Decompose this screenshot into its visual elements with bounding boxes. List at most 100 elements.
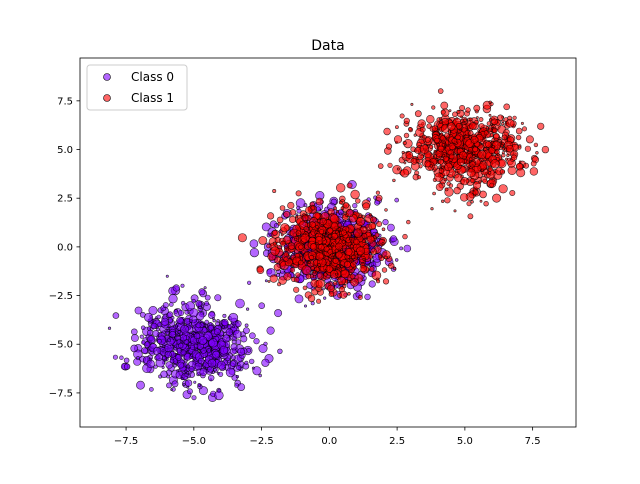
point-class-1 [294,237,298,242]
point-class-1 [337,276,346,286]
point-class-0 [180,349,187,356]
point-class-0 [364,293,371,301]
legend-marker-class-1 [103,94,111,102]
point-class-1 [319,218,327,226]
point-class-1 [477,150,487,160]
point-class-0 [156,338,162,344]
point-class-0 [258,373,262,378]
point-class-1 [470,177,476,184]
point-class-1 [332,253,336,257]
point-class-1 [316,272,324,280]
point-class-0 [233,329,242,339]
point-class-1 [393,135,403,144]
point-class-0 [212,350,221,359]
point-class-1 [501,147,505,151]
point-class-1 [417,119,426,128]
point-class-0 [234,320,242,328]
point-class-1 [336,264,340,268]
point-class-1 [362,202,371,211]
point-class-1 [327,249,334,255]
y-tick-label: 0.0 [57,242,73,253]
point-class-1 [317,263,321,267]
point-class-0 [229,360,237,367]
point-class-1 [256,266,265,275]
point-class-1 [521,126,527,132]
point-class-0 [206,348,212,353]
point-class-1 [429,164,433,168]
point-class-0 [249,248,259,258]
point-class-0 [247,280,252,285]
point-class-0 [394,197,400,203]
point-class-0 [222,313,227,318]
point-class-1 [362,257,366,261]
point-class-1 [295,230,302,236]
point-class-0 [261,222,271,232]
point-class-0 [182,383,186,387]
point-class-0 [180,283,185,288]
point-class-0 [389,235,397,243]
point-class-1 [303,226,310,232]
point-class-1 [283,210,291,218]
x-tick-label: 0.0 [321,436,337,447]
point-class-0 [152,330,160,337]
point-class-1 [442,155,449,162]
point-class-1 [342,202,350,209]
point-class-0 [277,348,283,354]
point-class-1 [431,105,436,110]
point-class-0 [130,344,138,353]
point-class-1 [483,201,489,207]
point-class-0 [187,388,193,395]
point-class-1 [295,190,302,197]
point-class-0 [242,327,250,334]
point-class-0 [197,383,201,387]
point-class-0 [352,203,358,209]
point-class-0 [147,329,154,336]
point-class-1 [482,178,488,184]
point-class-1 [437,145,445,153]
point-class-0 [266,326,275,335]
point-class-1 [334,272,338,276]
point-class-1 [271,229,278,236]
point-class-1 [375,194,383,202]
point-class-1 [516,168,526,178]
point-class-0 [208,311,216,319]
point-class-0 [162,302,169,309]
point-class-0 [170,388,173,391]
point-class-1 [307,294,316,303]
point-class-0 [185,379,193,387]
point-class-1 [331,232,338,240]
point-class-0 [175,353,183,361]
point-class-0 [253,338,260,345]
point-class-1 [237,233,247,243]
point-class-1 [350,189,360,200]
point-class-1 [283,251,289,257]
y-tick-label: 2.5 [57,194,73,205]
point-class-1 [484,141,492,148]
point-class-1 [472,151,476,155]
point-class-1 [332,281,338,286]
point-class-1 [353,228,363,238]
point-class-1 [435,183,444,191]
plot-frame [79,57,577,428]
point-class-0 [141,340,146,345]
point-class-1 [350,277,359,287]
point-class-0 [208,374,215,382]
point-class-0 [123,363,131,370]
point-class-1 [289,267,296,273]
point-class-1 [315,197,324,206]
point-class-0 [147,326,152,331]
point-class-1 [307,261,311,264]
point-class-1 [333,206,338,211]
point-class-1 [460,193,469,202]
point-class-0 [131,328,138,336]
point-class-1 [400,168,410,178]
point-class-1 [498,184,508,194]
point-class-0 [156,314,161,320]
point-class-1 [340,265,344,269]
point-class-1 [424,136,431,143]
legend-label-class-0: Class 0 [131,70,174,84]
point-class-1 [335,251,343,259]
legend-label-class-1: Class 1 [131,91,174,105]
point-class-0 [189,319,193,323]
chart-title: Data [311,38,344,54]
